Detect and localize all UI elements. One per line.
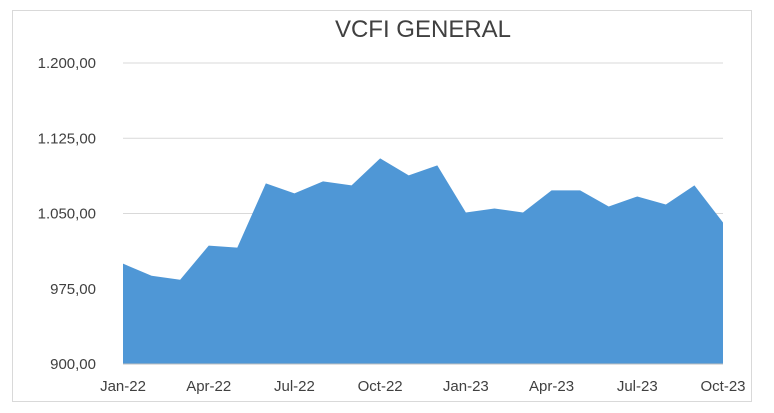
x-tick-label: Jan-22 bbox=[100, 378, 146, 395]
x-tick-label: Oct-23 bbox=[700, 378, 745, 395]
x-tick-label: Oct-22 bbox=[358, 378, 403, 395]
y-tick-label: 975,00 bbox=[50, 281, 96, 298]
y-axis-ticks: 900,00 975,00 1.050,00 1.125,00 1.200,00 bbox=[38, 55, 96, 373]
x-tick-label: Apr-23 bbox=[529, 378, 574, 395]
x-tick-label: Jul-23 bbox=[617, 378, 658, 395]
y-tick-label: 1.200,00 bbox=[38, 55, 96, 72]
x-tick-label: Apr-22 bbox=[186, 378, 231, 395]
y-tick-label: 1.125,00 bbox=[38, 130, 96, 147]
y-tick-label: 900,00 bbox=[50, 356, 96, 373]
area-series bbox=[123, 158, 723, 364]
y-tick-label: 1.050,00 bbox=[38, 206, 96, 223]
x-tick-label: Jan-23 bbox=[443, 378, 489, 395]
x-tick-label: Jul-22 bbox=[274, 378, 315, 395]
chart-title: VCFI GENERAL bbox=[335, 16, 511, 43]
x-axis-ticks: Jan-22 Apr-22 Jul-22 Oct-22 Jan-23 Apr-23 Jul-… bbox=[100, 378, 745, 395]
